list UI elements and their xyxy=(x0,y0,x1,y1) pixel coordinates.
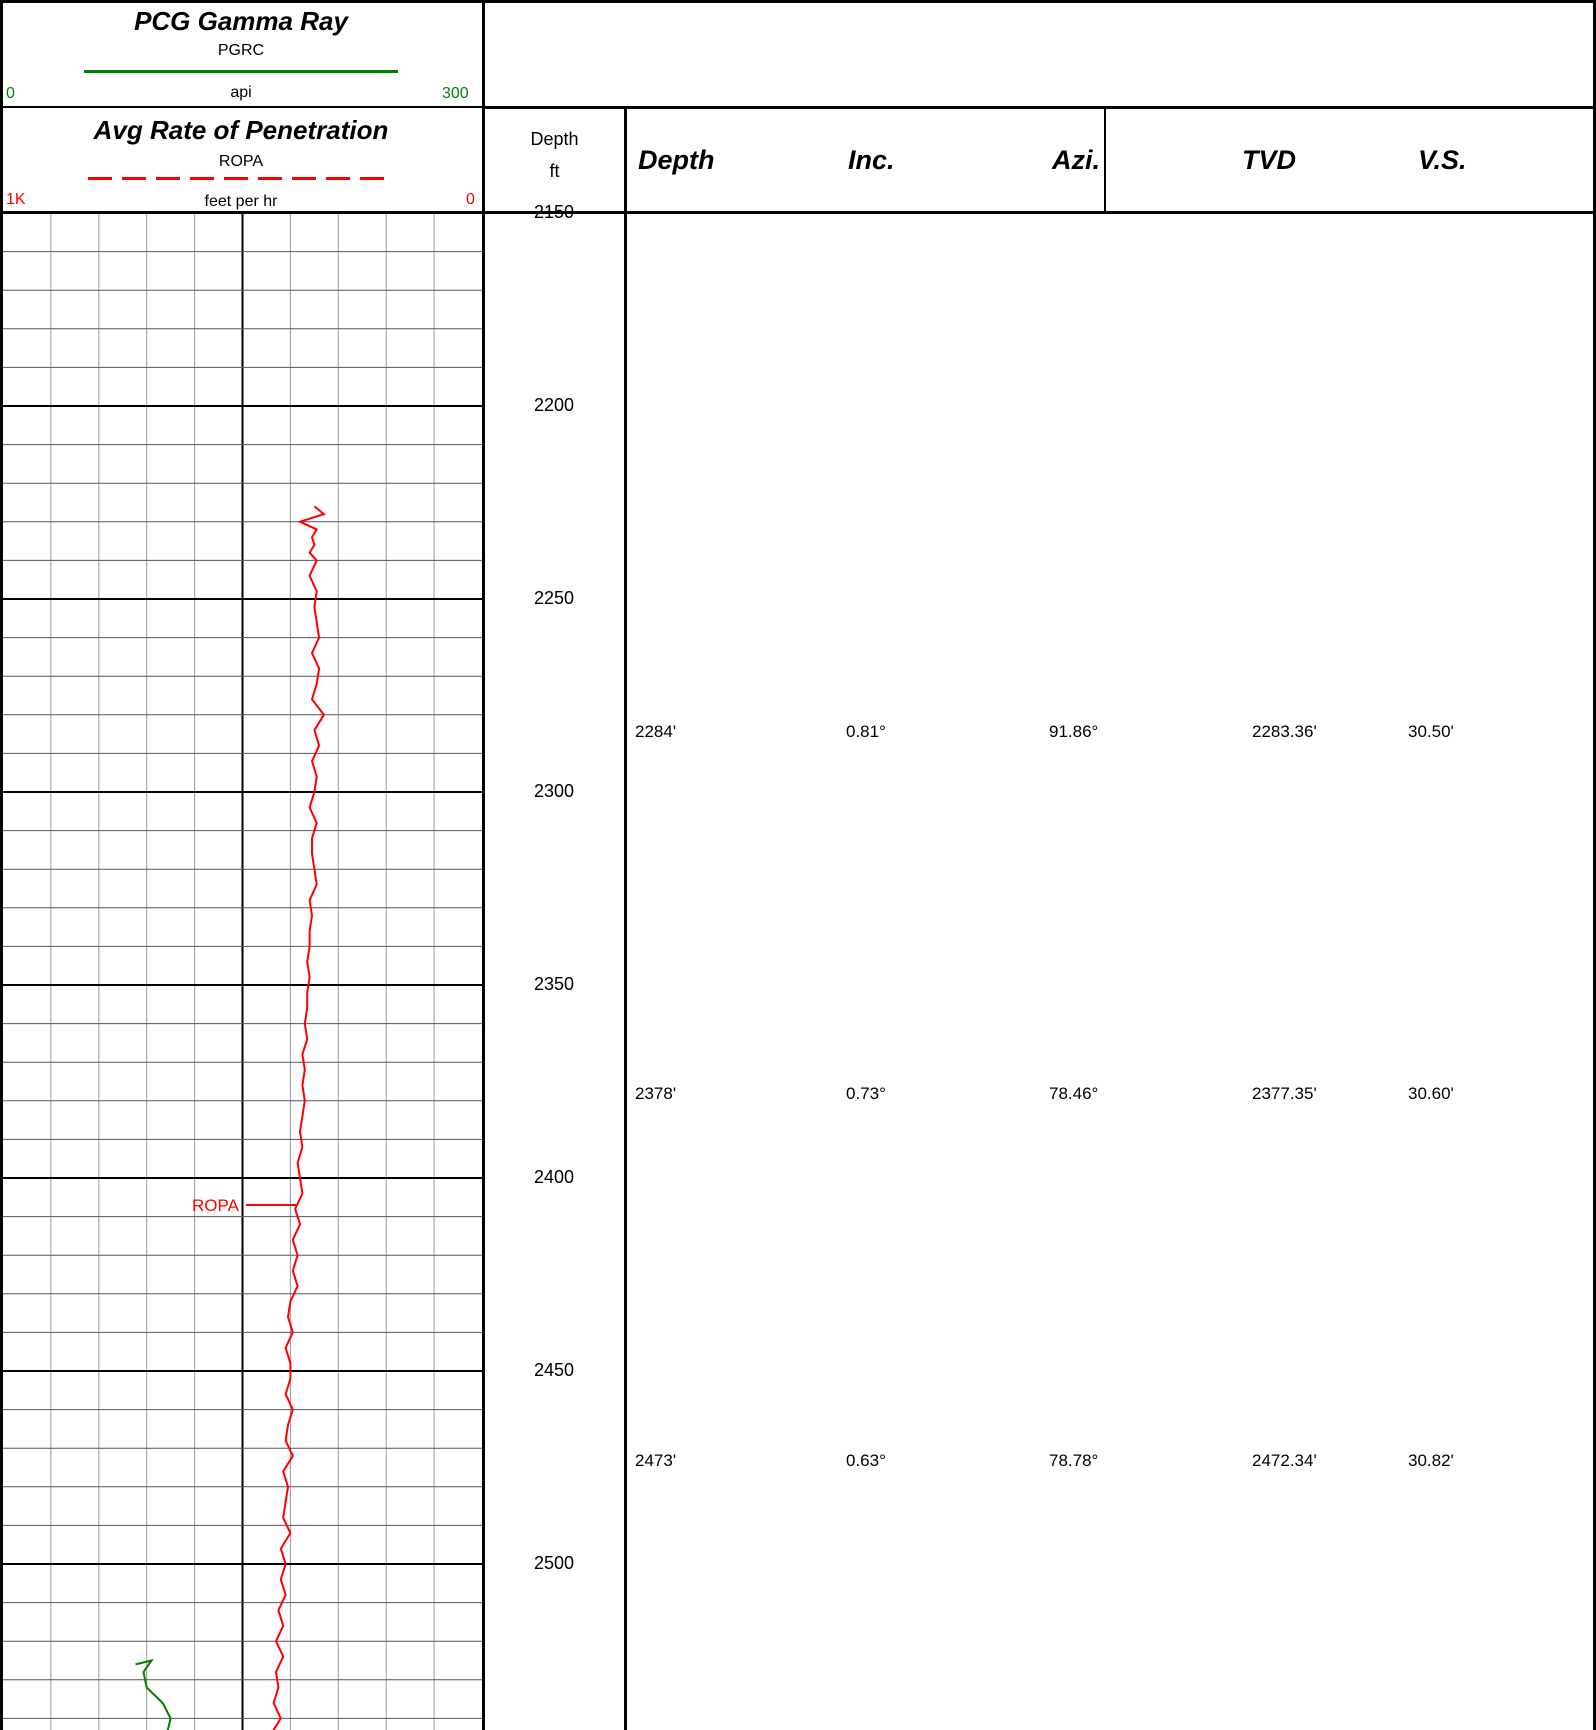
rop-title: Avg Rate of Penetration xyxy=(93,115,389,145)
depth-tick-label: 2150 xyxy=(533,202,575,222)
depth-tick-label: 2200 xyxy=(533,395,575,415)
track-divider xyxy=(482,0,485,1730)
rop-legend-line xyxy=(88,177,394,180)
depth-tick-label: 2350 xyxy=(533,974,575,994)
col-vs: V.S. xyxy=(1418,145,1467,175)
survey-inc: 0.63° xyxy=(846,1451,886,1470)
survey-tvd: 2377.35' xyxy=(1252,1084,1317,1103)
survey-depth: 2284' xyxy=(635,722,677,741)
depth-divider xyxy=(624,106,627,1730)
rop-scale-right: 0 xyxy=(466,191,475,208)
col-inc: Inc. xyxy=(848,145,895,175)
survey-depth: 2473' xyxy=(635,1451,677,1470)
header-mid-line-right xyxy=(482,106,1596,109)
depth-tick-label: 2500 xyxy=(533,1553,575,1573)
depth-tick-label: 2400 xyxy=(533,1167,575,1187)
header-bottom-line xyxy=(0,211,1596,214)
col-depth: Depth xyxy=(638,145,715,175)
survey-vs: 30.82' xyxy=(1408,1451,1454,1470)
rop-mnemonic: ROPA xyxy=(218,153,264,170)
survey-depth: 2378' xyxy=(635,1084,677,1103)
survey-tvd: 2472.34' xyxy=(1252,1451,1317,1470)
depth-tick-label: 2250 xyxy=(533,588,575,608)
col-azi: Azi. xyxy=(1052,145,1101,175)
survey-azi: 91.86° xyxy=(1049,722,1099,741)
header-mid-line-left xyxy=(0,106,482,108)
gamma-unit: api xyxy=(230,84,252,101)
curve-ropa xyxy=(272,505,326,1730)
frame-top xyxy=(0,0,1596,3)
survey-inc: 0.73° xyxy=(846,1084,886,1103)
gamma-scale-right: 300 xyxy=(442,85,469,102)
curve-label-ropa: ROPA xyxy=(192,1196,240,1215)
depth-unit: ft xyxy=(549,161,560,181)
rop-unit: feet per hr xyxy=(204,193,278,210)
survey-azi: 78.78° xyxy=(1049,1451,1099,1470)
survey-vs: 30.50' xyxy=(1408,722,1454,741)
azi-tvd-divider xyxy=(1104,106,1106,212)
depth-tick-label: 2300 xyxy=(533,781,575,801)
col-tvd: TVD xyxy=(1242,145,1296,175)
depth-tick-label: 2450 xyxy=(533,1360,575,1380)
survey-azi: 78.46° xyxy=(1049,1084,1099,1103)
gamma-legend-line xyxy=(84,70,398,73)
gamma-title: PCG Gamma Ray xyxy=(134,6,348,36)
survey-vs: 30.60' xyxy=(1408,1084,1454,1103)
curve-pgrc xyxy=(135,1658,172,1730)
depth-label: Depth xyxy=(530,129,579,149)
survey-inc: 0.81° xyxy=(846,722,886,741)
rop-scale-left: 1K xyxy=(6,191,26,208)
gamma-scale-left: 0 xyxy=(6,85,15,102)
frame-right xyxy=(1593,0,1596,1730)
frame-left xyxy=(0,0,3,1730)
survey-tvd: 2283.36' xyxy=(1252,722,1317,741)
gamma-mnemonic: PGRC xyxy=(217,42,265,59)
